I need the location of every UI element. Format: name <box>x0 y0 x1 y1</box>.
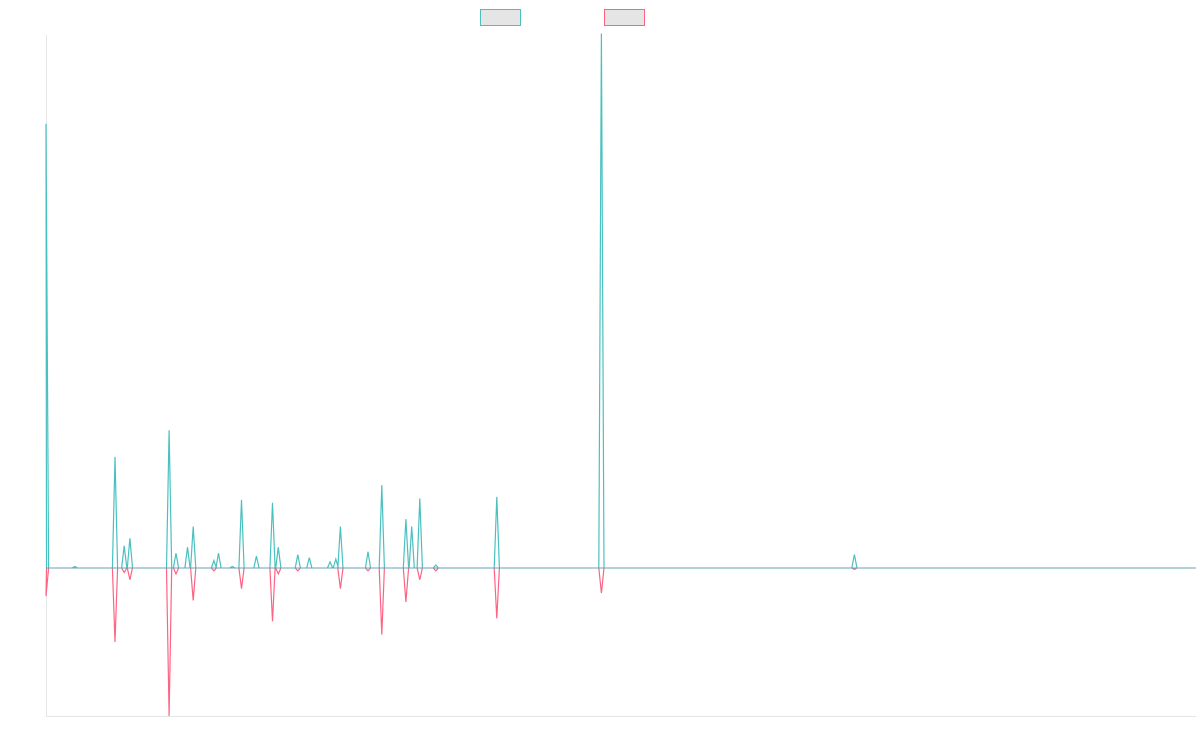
series-1-peak[interactable] <box>337 526 344 569</box>
series-1-peak[interactable] <box>364 551 372 569</box>
legend <box>480 9 645 26</box>
series-2-peak[interactable] <box>493 567 500 619</box>
series-1-peak[interactable] <box>190 526 197 569</box>
series-1-peak[interactable] <box>416 498 423 569</box>
series-2-peak[interactable] <box>378 567 385 635</box>
series-2-peak[interactable] <box>172 567 180 576</box>
series-2-peak[interactable] <box>45 567 50 597</box>
series-1-peak[interactable] <box>408 526 415 569</box>
series-2-peak[interactable] <box>126 567 134 580</box>
legend-swatch-series-2[interactable] <box>604 9 645 26</box>
series-2-peak[interactable] <box>275 567 282 576</box>
series-1-peak[interactable] <box>215 553 222 569</box>
series-2-peak[interactable] <box>111 567 119 643</box>
series-2-peak[interactable] <box>364 567 372 572</box>
legend-swatch-series-1[interactable] <box>480 9 521 26</box>
series-1-peak[interactable] <box>269 502 276 569</box>
series-1-peak[interactable] <box>121 545 128 569</box>
series-2-peak[interactable] <box>210 567 217 572</box>
series-1-peak[interactable] <box>165 430 173 569</box>
series-1-peak[interactable] <box>238 499 245 569</box>
series-2-peak[interactable] <box>402 567 410 603</box>
series-2-peak[interactable] <box>238 567 245 589</box>
series-2-peak[interactable] <box>121 567 128 574</box>
series-2-peak[interactable] <box>432 567 439 572</box>
series-1-peak[interactable] <box>378 485 385 569</box>
series-2-peak[interactable] <box>337 567 344 589</box>
series-1-peak[interactable] <box>598 33 605 569</box>
series-1-peak[interactable] <box>402 519 410 569</box>
series-2-peak[interactable] <box>851 567 858 571</box>
series-1-peak[interactable] <box>851 554 858 569</box>
series-2-peak[interactable] <box>294 567 301 572</box>
series-2-peak[interactable] <box>269 567 276 622</box>
series-1-peak[interactable] <box>432 564 439 569</box>
series-1-peak[interactable] <box>253 555 260 569</box>
series-1-peak[interactable] <box>493 496 500 569</box>
series-1-peak[interactable] <box>275 547 282 569</box>
series-1-peak[interactable] <box>172 553 180 569</box>
series-2-peak[interactable] <box>190 567 197 601</box>
series-2-peak[interactable] <box>416 567 423 580</box>
series-1-peak[interactable] <box>45 123 50 569</box>
series-1-peak[interactable] <box>306 557 313 569</box>
series-1-peak[interactable] <box>184 547 191 569</box>
series-1-peak[interactable] <box>126 538 134 569</box>
series-1 <box>45 33 858 569</box>
series-1-peak[interactable] <box>210 558 218 569</box>
series-2-peak[interactable] <box>165 567 173 717</box>
series-2-peak[interactable] <box>598 567 605 594</box>
series-1-peak[interactable] <box>294 554 301 569</box>
plot-area <box>45 33 858 717</box>
series-1-peak[interactable] <box>111 456 119 569</box>
series-2 <box>45 567 858 717</box>
series-1-peak[interactable] <box>326 560 334 569</box>
